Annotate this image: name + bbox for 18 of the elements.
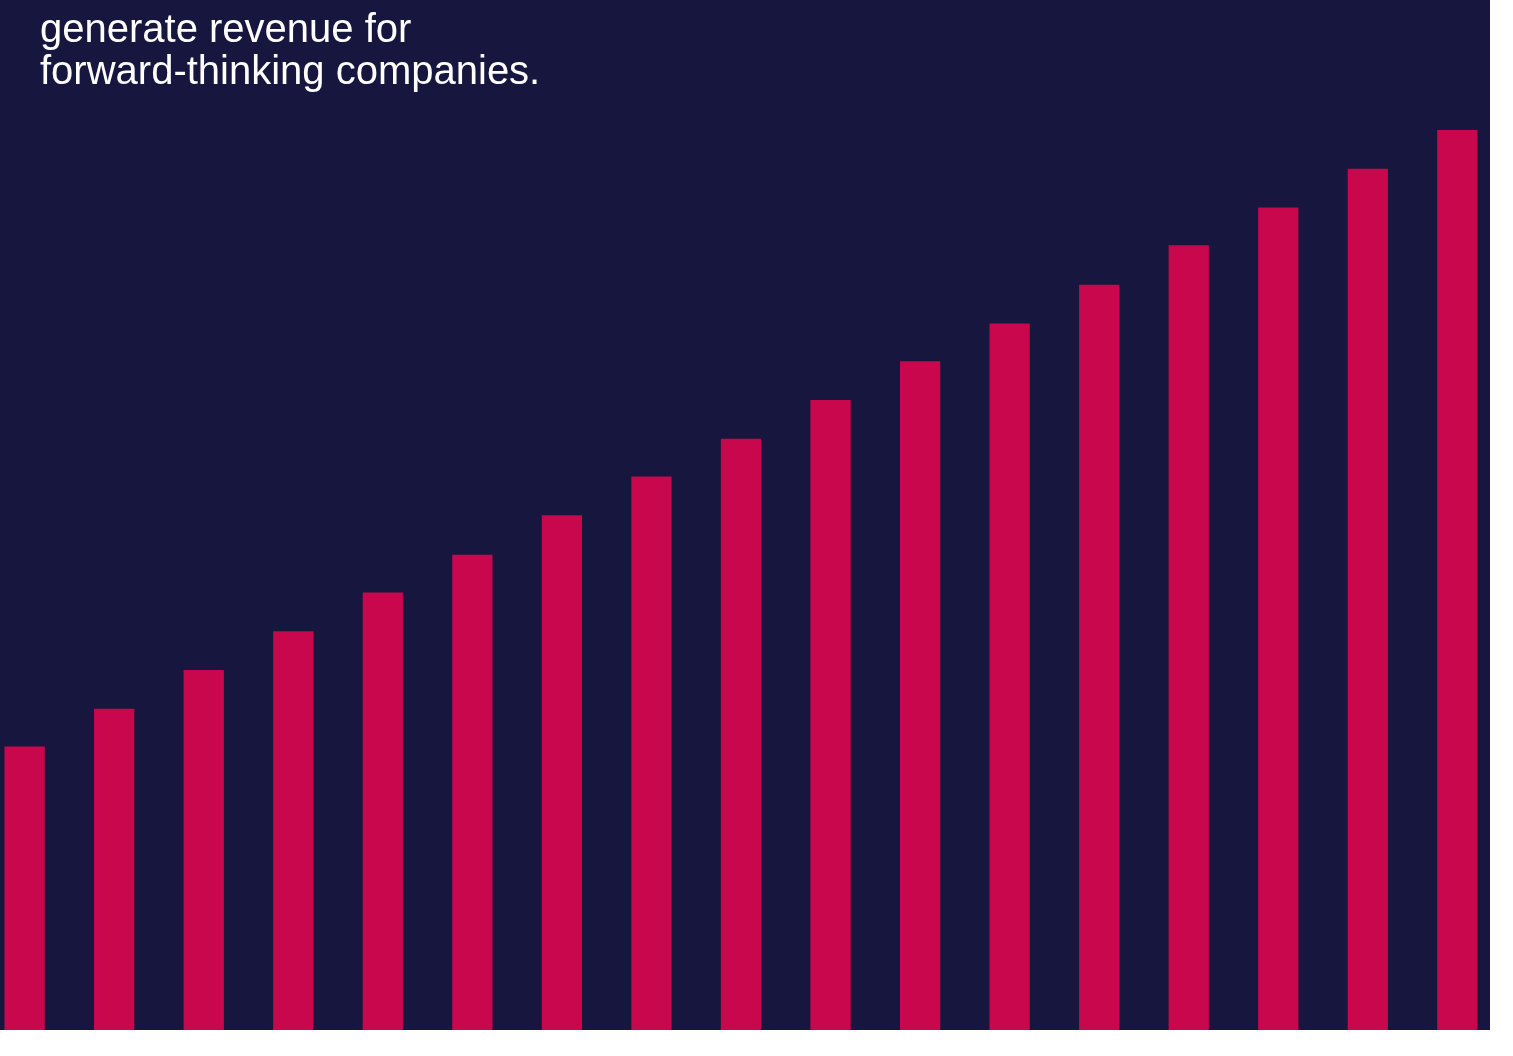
bar — [452, 554, 493, 1030]
bar — [899, 361, 941, 1030]
bar — [1347, 168, 1388, 1030]
bar — [4, 746, 45, 1030]
bar — [94, 708, 135, 1030]
bar — [362, 592, 403, 1030]
bar — [1258, 207, 1299, 1030]
bar — [989, 323, 1030, 1030]
bar — [273, 631, 314, 1030]
chart-title: generate revenue for forward-thinking companies. — [40, 6, 541, 92]
bar — [631, 476, 672, 1030]
bar — [1079, 284, 1120, 1030]
bar — [541, 515, 583, 1030]
bar — [183, 670, 224, 1030]
bar — [810, 400, 851, 1030]
bar — [1168, 245, 1209, 1030]
bar — [1437, 130, 1478, 1030]
bar — [720, 438, 762, 1030]
